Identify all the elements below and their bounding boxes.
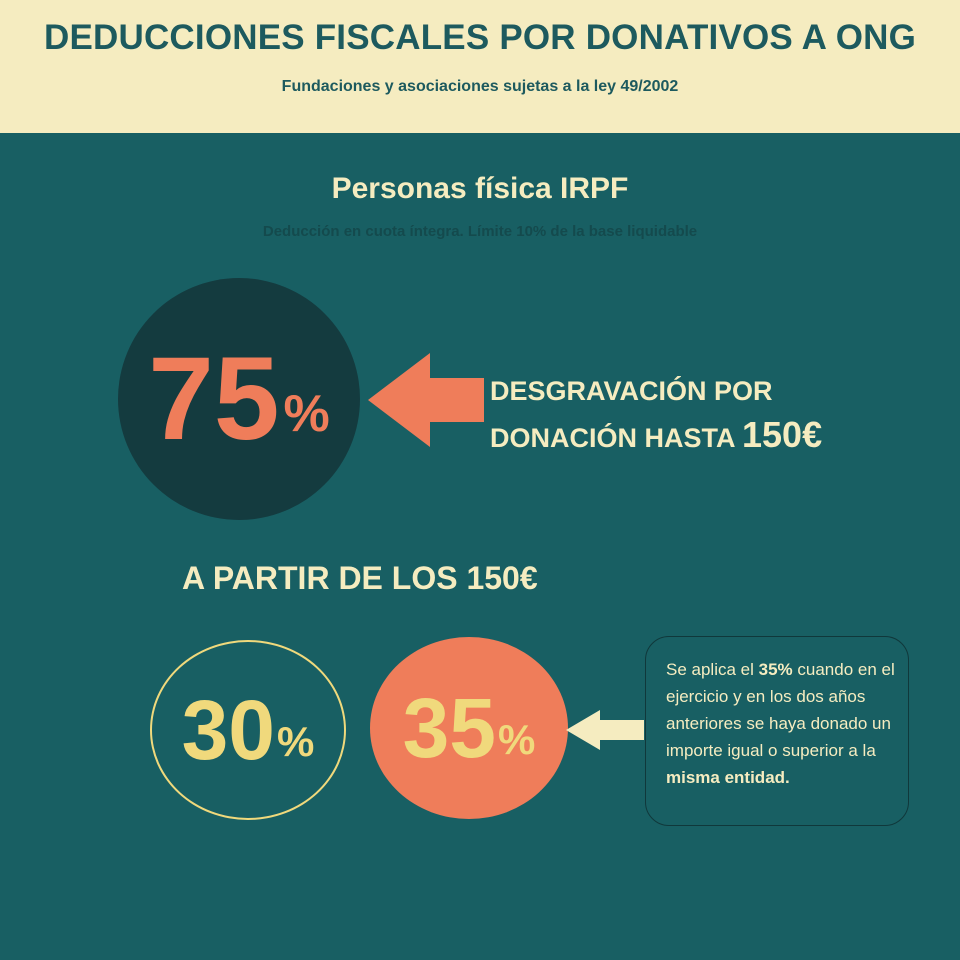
from-section-title: A PARTIR DE LOS 150€ [182, 560, 538, 596]
note-bold-35: 35% [758, 660, 793, 679]
rate-35-circle: 35 % [370, 637, 568, 819]
rate-75-circle: 75 % [118, 278, 360, 520]
arrow-left-small-icon [566, 710, 644, 750]
section-title: Personas física IRPF [331, 172, 629, 205]
note-box [645, 636, 909, 826]
rate-75-unit: % [283, 385, 330, 443]
header-banner: DEDUCCIONES FISCALES POR DONATIVOS A ONG… [0, 0, 960, 133]
main-rate-description: DESGRAVACIÓN POR DONACIÓN HASTA 150€ [490, 370, 930, 460]
note-part-2: cuando en el ejercicio y en los dos años… [666, 660, 895, 760]
rate-30-unit: % [277, 718, 315, 765]
page-subtitle: Fundaciones y asociaciones sujetas a la … [281, 78, 679, 95]
note-bold-entity: misma entidad. [666, 768, 790, 787]
rate-35-unit: % [498, 716, 536, 763]
rate-35-value: 35 [402, 681, 497, 775]
rate-75-value: 75 [148, 333, 280, 465]
rate-30-circle: 30 % [150, 640, 346, 820]
rate-30-value: 30 [181, 683, 276, 777]
desc-line-1: DESGRAVACIÓN POR [490, 376, 773, 406]
desc-amount: 150€ [742, 414, 823, 455]
arrow-left-icon [368, 353, 484, 447]
desc-line-2: DONACIÓN HASTA [490, 423, 735, 453]
note-part-1: Se aplica el [666, 660, 759, 679]
section-subtitle: Deducción en cuota íntegra. Límite 10% d… [262, 223, 698, 240]
page-title: DEDUCCIONES FISCALES POR DONATIVOS A ONG [43, 18, 917, 57]
note-text: Se aplica el 35% cuando en el ejercicio … [666, 656, 906, 791]
